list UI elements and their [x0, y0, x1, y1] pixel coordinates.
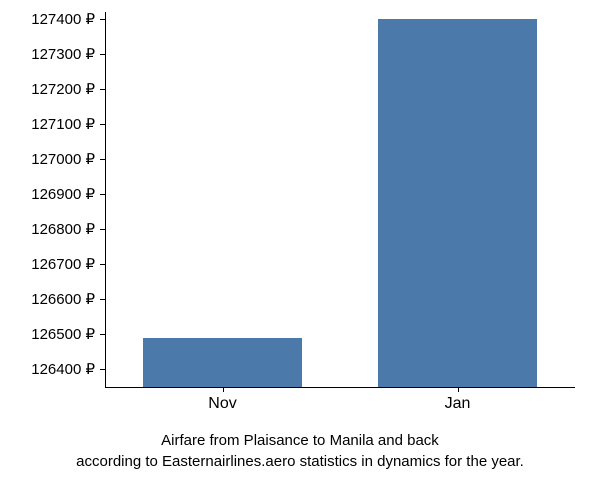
bar-jan: [378, 19, 538, 387]
caption-line-1: Airfare from Plaisance to Manila and bac…: [161, 432, 439, 449]
y-axis-tick-label: 126800 ₽: [31, 220, 95, 238]
x-tick-mark: [458, 387, 459, 392]
y-axis-tick-label: 127300 ₽: [31, 45, 95, 63]
y-axis-tick-label: 127000 ₽: [31, 150, 95, 168]
x-tick-mark: [223, 387, 224, 392]
bar-nov: [143, 338, 303, 387]
y-axis-tick-label: 126900 ₽: [31, 185, 95, 203]
x-axis-line: [105, 387, 575, 388]
chart-caption: Airfare from Plaisance to Manila and bac…: [0, 430, 600, 472]
y-axis-tick-label: 127200 ₽: [31, 80, 95, 98]
y-axis-tick-label: 126400 ₽: [31, 360, 95, 378]
y-axis-tick-label: 126500 ₽: [31, 325, 95, 343]
y-axis-labels: 127400 ₽ 127300 ₽ 127200 ₽ 127100 ₽ 127000 ₽…: [0, 12, 100, 387]
y-axis-tick-label: 126700 ₽: [31, 255, 95, 273]
caption-line-2: according to Easternairlines.aero statis…: [76, 453, 524, 470]
plot-area: [105, 12, 575, 387]
airfare-bar-chart: 127400 ₽ 127300 ₽ 127200 ₽ 127100 ₽ 127000 ₽…: [0, 0, 600, 500]
y-axis-tick-label: 127400 ₽: [31, 10, 95, 28]
x-axis-tick-label: Nov: [208, 395, 236, 413]
y-axis-tick-label: 126600 ₽: [31, 290, 95, 308]
y-axis-tick-label: 127100 ₽: [31, 115, 95, 133]
x-axis-labels: Nov Jan: [105, 395, 575, 420]
x-axis-tick-label: Jan: [445, 395, 471, 413]
